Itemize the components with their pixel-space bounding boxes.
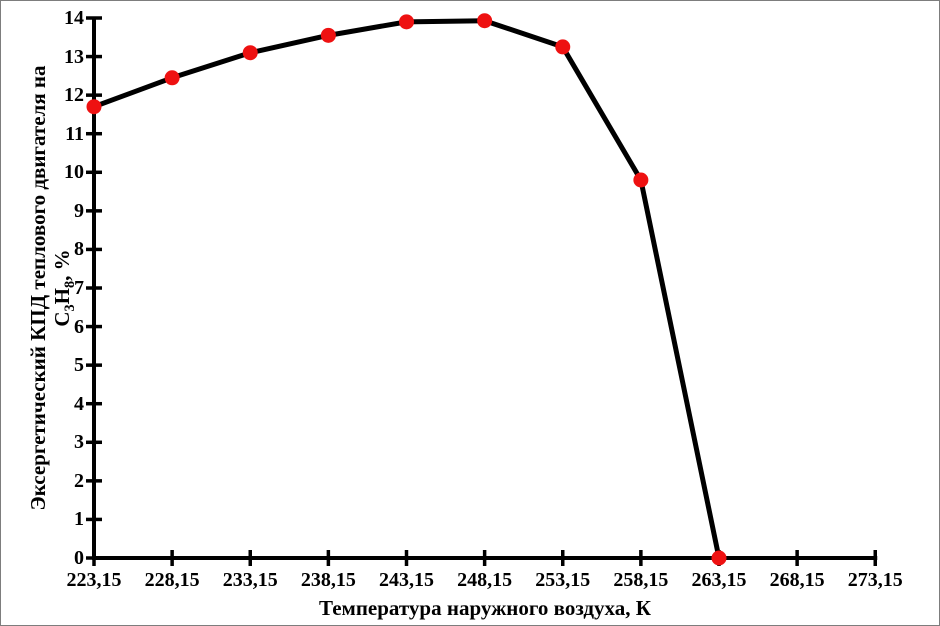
y-tick-label: 3 [74,431,84,454]
y-tick-label: 11 [65,122,84,145]
y-tick-label: 6 [74,315,84,338]
y-tick-label: 0 [74,547,84,569]
x-tick-label: 268,15 [769,569,825,591]
x-tick-label: 228,15 [144,569,200,591]
data-point [86,99,102,115]
y-tick-label: 9 [74,199,84,222]
y-axis-title: Эксергетический КПД теплового двигателя … [26,65,78,511]
formula-mid: H [50,288,74,305]
data-point [164,70,180,86]
y-tick-label: 12 [64,84,84,107]
x-tick-label: 238,15 [300,569,356,591]
x-tick-label: 273,15 [847,569,903,591]
data-point [320,27,336,43]
formula-suffix: , % [50,249,74,281]
x-tick-label: 263,15 [691,569,747,591]
data-point [711,550,727,566]
data-point [242,45,258,61]
y-tick-label: 2 [74,469,84,492]
data-point [399,14,414,30]
x-axis-title: Температура наружного воздуха, К [318,596,651,620]
formula-sub2: 8 [62,280,79,288]
y-axis-title-line2: C3H8, % [50,65,78,510]
y-tick-label: 4 [74,392,84,415]
formula-prefix: C [50,311,74,327]
y-tick-label: 10 [64,161,84,184]
x-tick-label: 248,15 [457,569,513,591]
y-tick-label: 14 [64,7,84,29]
data-point [477,13,493,29]
y-tick-label: 1 [74,508,84,531]
x-tick-label: 233,15 [222,569,278,591]
data-line [91,18,722,561]
formula-sub1: 3 [62,304,79,312]
x-tick-label: 223,15 [66,569,122,591]
data-point [555,39,571,55]
data-point [633,172,649,188]
y-axis-title-line1: Эксергетический КПД теплового двигателя … [26,65,50,511]
x-tick-label: 253,15 [535,569,591,591]
y-tick-label: 13 [64,45,84,68]
y-tick-label: 8 [74,238,84,261]
x-tick-label: 243,15 [379,569,434,591]
y-tick-label: 7 [74,277,84,299]
y-tick-label: 5 [74,354,84,377]
x-tick-label: 258,15 [613,569,669,591]
